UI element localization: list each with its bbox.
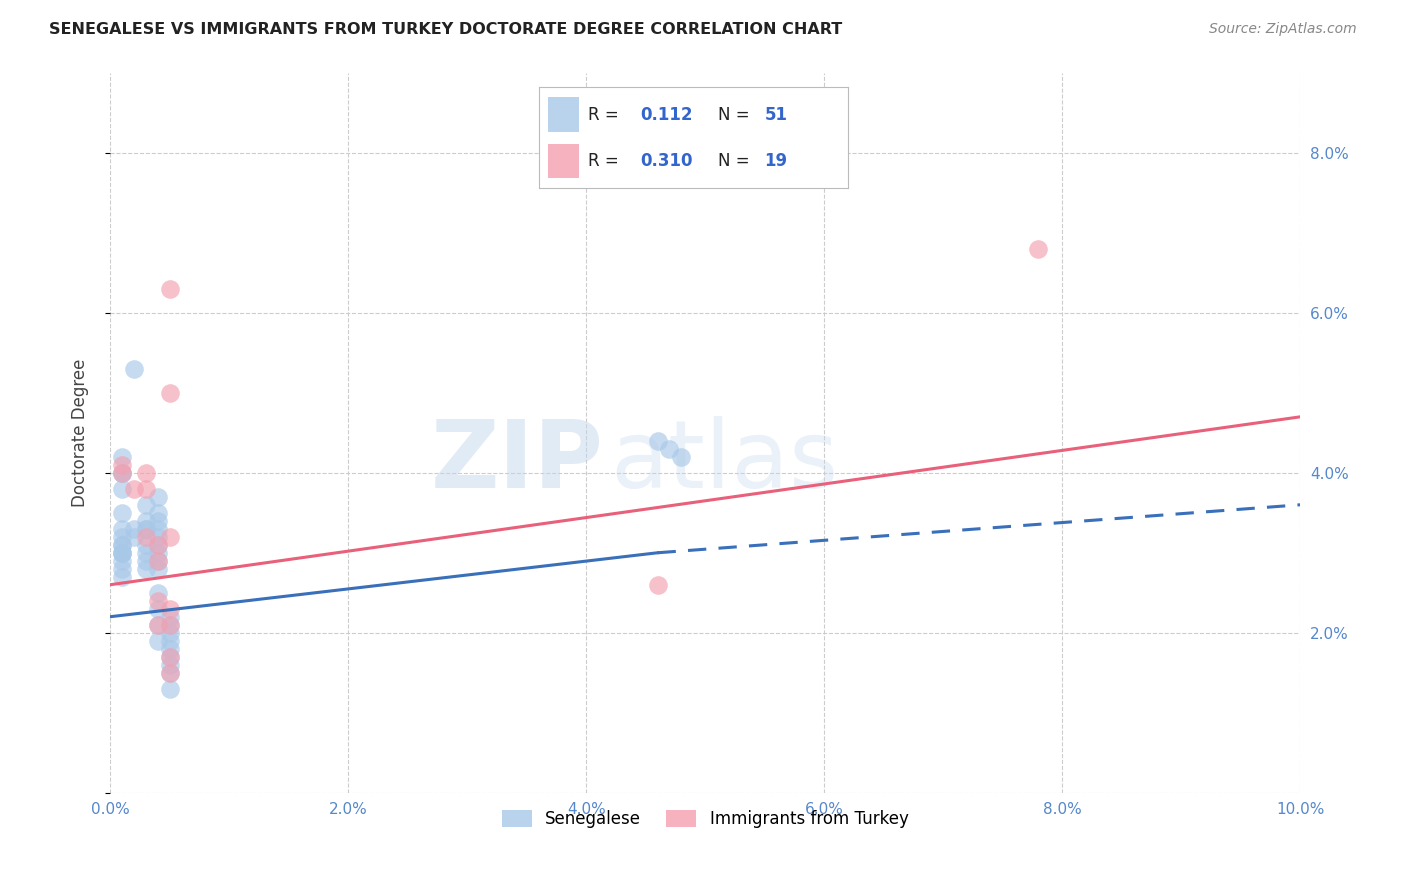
- Point: [111, 466, 134, 480]
- Point: [135, 522, 157, 536]
- Point: [159, 617, 181, 632]
- Point: [159, 665, 181, 680]
- Point: [146, 514, 169, 528]
- Point: [159, 617, 181, 632]
- Point: [146, 601, 169, 615]
- Point: [111, 546, 134, 560]
- Point: [111, 458, 134, 472]
- Point: [146, 530, 169, 544]
- Point: [111, 546, 134, 560]
- Point: [135, 562, 157, 576]
- Point: [159, 681, 181, 696]
- Point: [159, 609, 181, 624]
- Point: [111, 538, 134, 552]
- Point: [146, 490, 169, 504]
- Point: [111, 554, 134, 568]
- Point: [159, 282, 181, 296]
- Point: [146, 593, 169, 607]
- Point: [146, 617, 169, 632]
- Point: [658, 442, 681, 456]
- Point: [146, 522, 169, 536]
- Point: [135, 498, 157, 512]
- Point: [146, 586, 169, 600]
- Point: [159, 530, 181, 544]
- Point: [111, 522, 134, 536]
- Text: ZIP: ZIP: [432, 416, 605, 508]
- Point: [111, 450, 134, 464]
- Point: [135, 522, 157, 536]
- Point: [146, 546, 169, 560]
- Point: [159, 641, 181, 656]
- Point: [135, 546, 157, 560]
- Point: [159, 649, 181, 664]
- Point: [146, 617, 169, 632]
- Point: [122, 482, 145, 496]
- Point: [135, 530, 157, 544]
- Point: [135, 554, 157, 568]
- Point: [111, 466, 134, 480]
- Point: [111, 466, 134, 480]
- Point: [111, 482, 134, 496]
- Point: [135, 466, 157, 480]
- Point: [671, 450, 693, 464]
- Point: [159, 601, 181, 615]
- Point: [122, 522, 145, 536]
- Text: atlas: atlas: [610, 416, 838, 508]
- Point: [146, 538, 169, 552]
- Point: [146, 506, 169, 520]
- Point: [111, 570, 134, 584]
- Point: [146, 562, 169, 576]
- Point: [1028, 242, 1050, 256]
- Text: SENEGALESE VS IMMIGRANTS FROM TURKEY DOCTORATE DEGREE CORRELATION CHART: SENEGALESE VS IMMIGRANTS FROM TURKEY DOC…: [49, 22, 842, 37]
- Point: [135, 514, 157, 528]
- Point: [146, 554, 169, 568]
- Point: [146, 538, 169, 552]
- Point: [159, 625, 181, 640]
- Point: [159, 665, 181, 680]
- Point: [159, 649, 181, 664]
- Point: [135, 538, 157, 552]
- Point: [122, 362, 145, 376]
- Point: [111, 506, 134, 520]
- Text: Source: ZipAtlas.com: Source: ZipAtlas.com: [1209, 22, 1357, 37]
- Point: [111, 530, 134, 544]
- Point: [159, 385, 181, 400]
- Point: [647, 434, 669, 448]
- Legend: Senegalese, Immigrants from Turkey: Senegalese, Immigrants from Turkey: [495, 803, 915, 835]
- Point: [111, 538, 134, 552]
- Point: [647, 578, 669, 592]
- Point: [111, 546, 134, 560]
- Point: [122, 530, 145, 544]
- Point: [159, 657, 181, 672]
- Point: [135, 482, 157, 496]
- Point: [146, 554, 169, 568]
- Point: [146, 633, 169, 648]
- Point: [111, 562, 134, 576]
- Y-axis label: Doctorate Degree: Doctorate Degree: [72, 359, 89, 507]
- Point: [159, 633, 181, 648]
